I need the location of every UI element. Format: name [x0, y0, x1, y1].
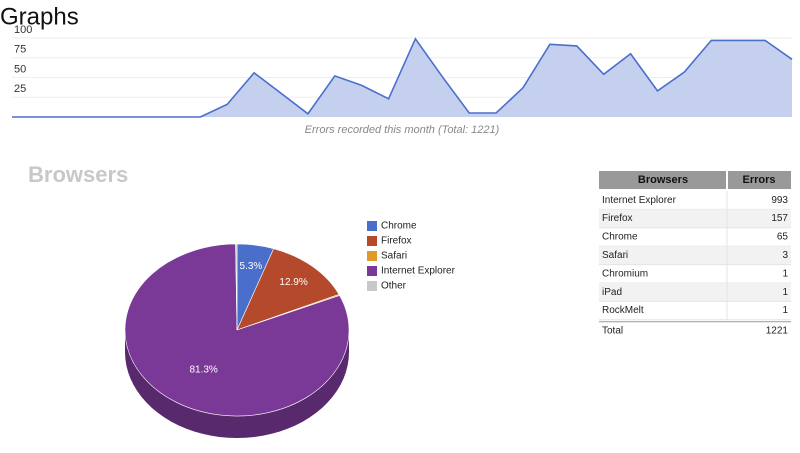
- row-shade: [599, 283, 791, 302]
- total-cell: 1221: [766, 325, 789, 336]
- legend-label: Internet Explorer: [381, 266, 456, 277]
- legend-label: Safari: [381, 251, 407, 262]
- table-cell: Chrome: [602, 232, 638, 243]
- legend-swatch: [367, 266, 377, 276]
- table-cell: 1: [782, 287, 788, 298]
- column-header: Errors: [742, 174, 775, 186]
- table-cell: 1: [782, 268, 788, 279]
- row-shade: [599, 246, 791, 265]
- chart-caption: Errors recorded this month (Total: 1221): [305, 124, 500, 136]
- table-cell: 157: [771, 213, 788, 224]
- table-cell: Internet Explorer: [602, 195, 677, 206]
- area: [12, 38, 792, 117]
- table-cell: RockMelt: [602, 305, 644, 316]
- y-tick-label: 75: [14, 44, 26, 56]
- table-cell: 65: [777, 232, 789, 243]
- legend-swatch: [367, 236, 377, 246]
- pie-slice: [236, 248, 340, 331]
- column-header: Browsers: [638, 174, 688, 186]
- legend-label: Other: [381, 281, 407, 292]
- legend-swatch: [367, 251, 377, 261]
- pie-slice: [235, 243, 238, 331]
- section-title: Browsers: [28, 162, 128, 187]
- legend-swatch: [367, 281, 377, 291]
- table-cell: Chromium: [602, 268, 648, 279]
- row-shade: [599, 209, 791, 228]
- table-cell: 3: [782, 250, 788, 261]
- table-cell: iPad: [602, 287, 622, 298]
- y-tick-label: 25: [14, 83, 26, 95]
- y-tick-label: 50: [14, 63, 26, 75]
- pie-side: [125, 330, 349, 438]
- legend-label: Firefox: [381, 236, 412, 247]
- table-header: [599, 171, 726, 189]
- table-header: [728, 171, 791, 189]
- table-cell: 1: [782, 305, 788, 316]
- pie-label: 81.3%: [189, 364, 217, 375]
- table-cell: 993: [771, 195, 788, 206]
- pie-label: 12.9%: [279, 277, 307, 288]
- line: [12, 37, 793, 118]
- pie-label: 5.3%: [240, 261, 263, 272]
- table-cell: Safari: [602, 250, 628, 261]
- legend-swatch: [367, 221, 377, 231]
- total-cell: Total: [602, 325, 623, 336]
- page-title: Graphs: [0, 3, 79, 30]
- legend-label: Chrome: [381, 221, 417, 232]
- y-tick-label: 100: [14, 24, 32, 36]
- table-cell: Firefox: [602, 213, 633, 224]
